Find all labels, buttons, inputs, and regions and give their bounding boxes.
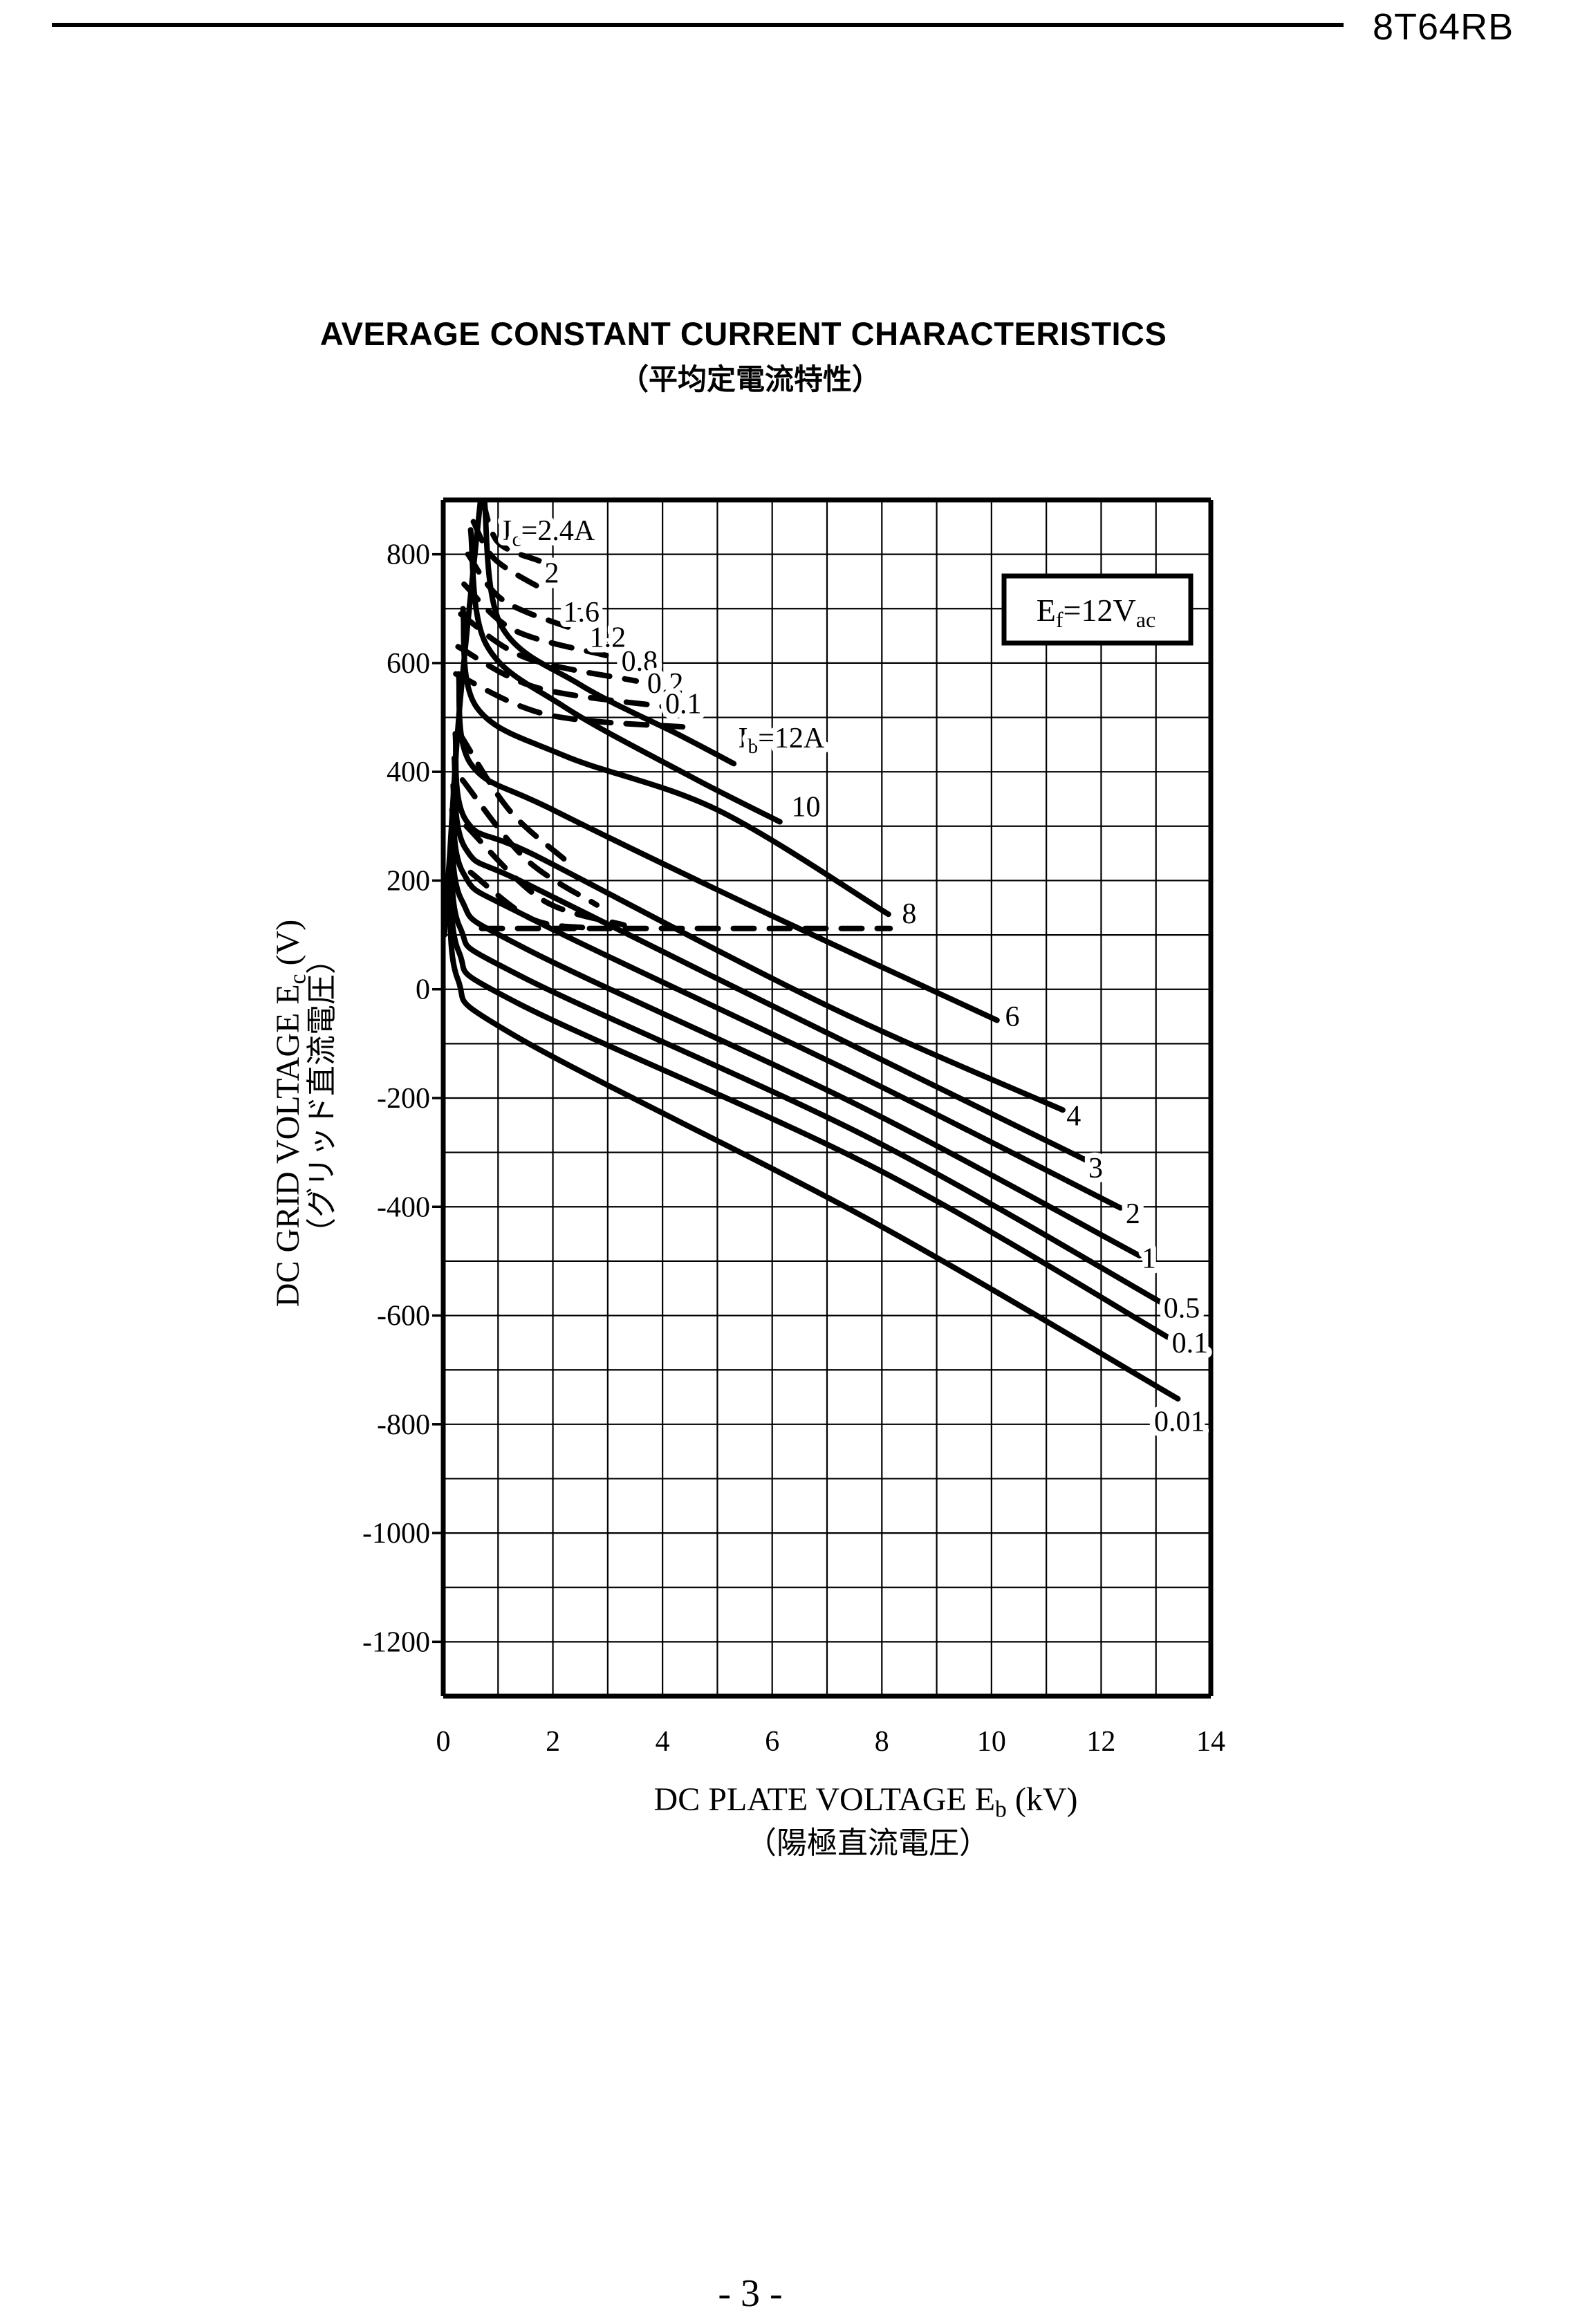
curve-label-Ic-2A: 2 bbox=[544, 558, 559, 590]
header-rule bbox=[52, 23, 1344, 27]
curve-Ib-6A bbox=[456, 671, 1000, 1023]
y-tick-label: 200 bbox=[387, 865, 430, 897]
curve-label-Ib-8A: 8 bbox=[902, 898, 916, 930]
curve-label-Ib-10A: 10 bbox=[791, 792, 820, 824]
curve-Ic-tail-3 bbox=[463, 823, 627, 928]
y-tick-label: 0 bbox=[416, 974, 430, 1006]
page-number: - 3 - bbox=[718, 2272, 783, 2315]
x-tick-label: 0 bbox=[436, 1726, 451, 1758]
curve-Ic-1.2A bbox=[461, 581, 609, 658]
curve-Ic-tail-1 bbox=[456, 731, 567, 862]
chart-title: AVERAGE CONSTANT CURRENT CHARACTERISTICS bbox=[319, 315, 1167, 352]
curve-Ib-4A bbox=[452, 731, 1066, 1113]
curve-Ib-2A bbox=[450, 782, 1124, 1211]
curve-label-Ic-0.2A: 0.2 bbox=[647, 668, 684, 700]
curve-label-Ib-3A: 3 bbox=[1088, 1153, 1103, 1184]
curve-label-Ic-0.1A: 0.1 bbox=[665, 688, 702, 720]
y-tick-label: -400 bbox=[377, 1191, 430, 1223]
x-axis-title: DC PLATE VOLTAGE Eb (kV) bbox=[654, 1781, 1078, 1823]
curve-label-Ib-4A: 4 bbox=[1066, 1100, 1081, 1132]
curve-label-Ib-1A: 1 bbox=[1142, 1243, 1156, 1274]
header-model-number: 8T64RB bbox=[1373, 6, 1514, 48]
x-tick-label: 6 bbox=[765, 1726, 779, 1758]
y-tick-label: -1000 bbox=[362, 1518, 430, 1550]
curve-label-Ib-2A: 2 bbox=[1126, 1198, 1140, 1230]
curve-Ib-3A bbox=[451, 755, 1093, 1165]
x-tick-label: 12 bbox=[1086, 1726, 1115, 1758]
curve-label-Ic-0.8A: 0.8 bbox=[622, 646, 658, 678]
curve-label-Ib-0.01A: 0.01 bbox=[1154, 1406, 1205, 1438]
y-tick-label: 600 bbox=[387, 648, 430, 680]
x-tick-label: 14 bbox=[1196, 1726, 1225, 1758]
curve-label-Ib-0.5A: 0.5 bbox=[1164, 1293, 1200, 1325]
x-tick-label: 4 bbox=[656, 1726, 670, 1758]
x-axis-title-japanese: （陽極直流電圧） bbox=[746, 1826, 990, 1860]
curve-label-Ic-2.4A: Ic=2.4A bbox=[503, 515, 595, 550]
curve-Ib-0.01A bbox=[447, 872, 1181, 1402]
curve-Ib-0.1A bbox=[448, 850, 1182, 1347]
curve-label-Ib-6A: 6 bbox=[1005, 1001, 1019, 1033]
x-tick-label: 2 bbox=[546, 1726, 560, 1758]
chart-title-japanese: （平均定電流特性） bbox=[619, 363, 881, 396]
curve-Ib-1A bbox=[449, 807, 1142, 1258]
curve-Ic-2A bbox=[470, 519, 552, 595]
curve-Ib-12A bbox=[481, 500, 737, 767]
curve-Ib-10A bbox=[467, 527, 783, 825]
x-tick-label: 8 bbox=[875, 1726, 889, 1758]
filament-voltage-label: Ef=12Vac bbox=[1037, 593, 1156, 632]
y-axis-title-japanese: （グリッド直流電圧） bbox=[305, 944, 339, 1248]
curve-label-Ib-12A: Ib=12A bbox=[739, 723, 825, 758]
curve-Ic-1.6A bbox=[465, 551, 581, 633]
curve-label-Ic-1.2A: 1.2 bbox=[590, 622, 626, 653]
y-tick-label: -600 bbox=[377, 1301, 430, 1332]
filament-voltage-box bbox=[1001, 573, 1194, 646]
y-tick-label: 800 bbox=[387, 539, 430, 571]
constant-current-characteristics-chart: 800 600 400 200 0 -200 -400 -600 -800 -1000 -1200 0… bbox=[270, 497, 1225, 1860]
y-axis-title: DC GRID VOLTAGE Ec (V) bbox=[270, 920, 311, 1307]
x-tick-label: 10 bbox=[977, 1726, 1006, 1758]
curve-Ib-8A bbox=[460, 606, 891, 918]
y-tick-label: 400 bbox=[387, 756, 430, 788]
curve-label-Ib-0.1A: 0.1 bbox=[1172, 1328, 1209, 1359]
y-tick-label: -1200 bbox=[362, 1626, 430, 1658]
curves-group bbox=[443, 500, 1182, 1402]
curve-Ic-0.2A bbox=[455, 644, 667, 709]
curve-Ic-0.8A bbox=[458, 611, 640, 684]
y-tick-label: -200 bbox=[377, 1083, 430, 1115]
curve-Ic-tail-2 bbox=[459, 777, 600, 908]
curve-Ic-2.4A bbox=[480, 500, 542, 564]
curve-Ib-0.5A bbox=[448, 828, 1170, 1309]
y-tick-label: -800 bbox=[377, 1409, 430, 1441]
curve-label-Ic-1.6A: 1.6 bbox=[564, 597, 600, 629]
